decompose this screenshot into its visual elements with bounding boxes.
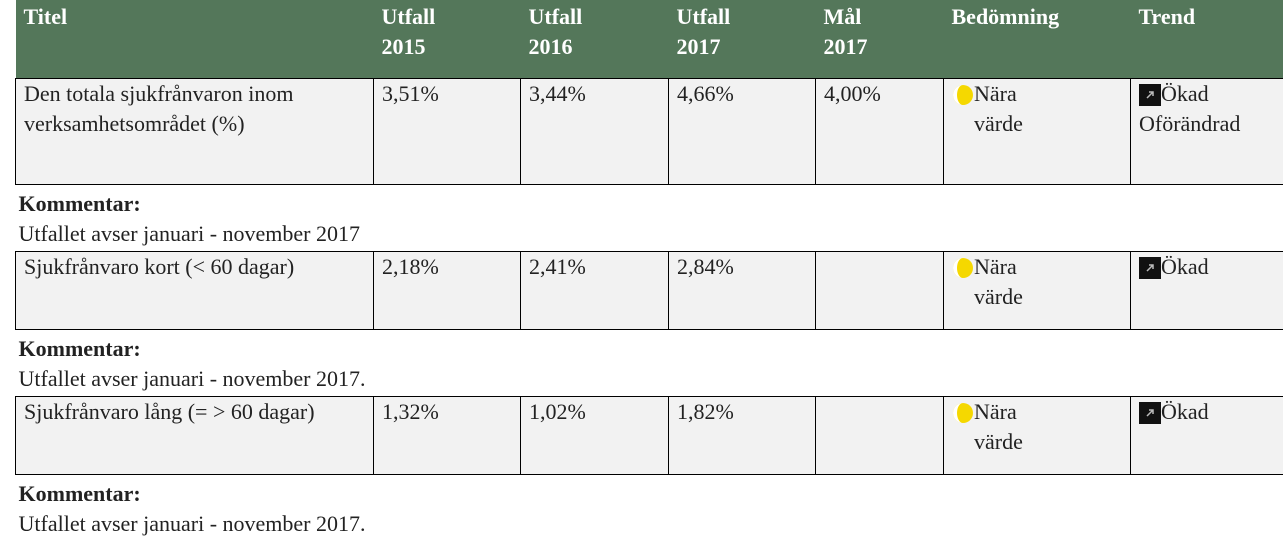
comment-row: Kommentar:Utfallet avser januari - novem…	[16, 185, 1283, 252]
comment-cell: Kommentar:Utfallet avser januari - novem…	[16, 475, 1283, 541]
assessment-icon	[952, 402, 974, 424]
assessment-icon	[952, 257, 974, 279]
item-row: Den totala sjukfrånvaron inom verksamhet…	[16, 79, 1283, 185]
trend-cell: Ökad	[1131, 252, 1283, 330]
assessment-text: Nära värde	[974, 79, 1054, 139]
assessment-cell: Nära värde	[944, 252, 1131, 330]
comment-cell: Kommentar:Utfallet avser januari - novem…	[16, 185, 1283, 252]
value-cell: 3,44%	[521, 79, 669, 185]
comment-label: Kommentar:	[19, 479, 1281, 509]
value-cell: 2,41%	[521, 252, 669, 330]
assessment-icon	[952, 84, 974, 106]
table-body: Den totala sjukfrånvaron inom verksamhet…	[16, 79, 1283, 541]
column-header: Bedömning	[944, 0, 1131, 79]
value-cell: 4,66%	[669, 79, 816, 185]
assessment-text: Nära värde	[974, 252, 1054, 312]
comment-text: Utfallet avser januari - november 2017.	[19, 366, 366, 391]
column-header: Utfall 2015	[374, 0, 521, 79]
item-row: Sjukfrånvaro lång (= > 60 dagar)1,32%1,0…	[16, 397, 1283, 475]
trend-icon	[1139, 257, 1161, 279]
assessment-cell: Nära värde	[944, 397, 1131, 475]
trend-cell: Ökad Oförändrad	[1131, 79, 1283, 185]
value-cell: 1,32%	[374, 397, 521, 475]
assessment-cell: Nära värde	[944, 79, 1131, 185]
column-header: Utfall 2017	[669, 0, 816, 79]
trend-cell: Ökad	[1131, 397, 1283, 475]
comment-row: Kommentar:Utfallet avser januari - novem…	[16, 475, 1283, 541]
trend-text: Ökad	[1161, 254, 1209, 279]
comment-row: Kommentar:Utfallet avser januari - novem…	[16, 330, 1283, 397]
column-header: Titel	[16, 0, 374, 79]
comment-label: Kommentar:	[19, 334, 1281, 364]
value-cell: 2,84%	[669, 252, 816, 330]
value-cell: 1,82%	[669, 397, 816, 475]
column-header: Mål 2017	[816, 0, 944, 79]
title-cell: Sjukfrånvaro lång (= > 60 dagar)	[16, 397, 374, 475]
item-row: Sjukfrånvaro kort (< 60 dagar)2,18%2,41%…	[16, 252, 1283, 330]
assessment-text: Nära värde	[974, 397, 1054, 457]
title-cell: Sjukfrånvaro kort (< 60 dagar)	[16, 252, 374, 330]
comment-text: Utfallet avser januari - november 2017	[19, 221, 360, 246]
trend-icon	[1139, 402, 1161, 424]
title-cell: Den totala sjukfrånvaron inom verksamhet…	[16, 79, 374, 185]
trend-text: Ökad	[1161, 399, 1209, 424]
empty-cell	[816, 397, 944, 475]
column-header: Utfall 2016	[521, 0, 669, 79]
column-header: Trend	[1131, 0, 1283, 79]
comment-text: Utfallet avser januari - november 2017.	[19, 511, 366, 536]
trend-icon	[1139, 84, 1161, 106]
comment-label: Kommentar:	[19, 189, 1281, 219]
empty-cell	[816, 252, 944, 330]
value-cell: 2,18%	[374, 252, 521, 330]
value-cell: 4,00%	[816, 79, 944, 185]
comment-cell: Kommentar:Utfallet avser januari - novem…	[16, 330, 1283, 397]
value-cell: 3,51%	[374, 79, 521, 185]
value-cell: 1,02%	[521, 397, 669, 475]
